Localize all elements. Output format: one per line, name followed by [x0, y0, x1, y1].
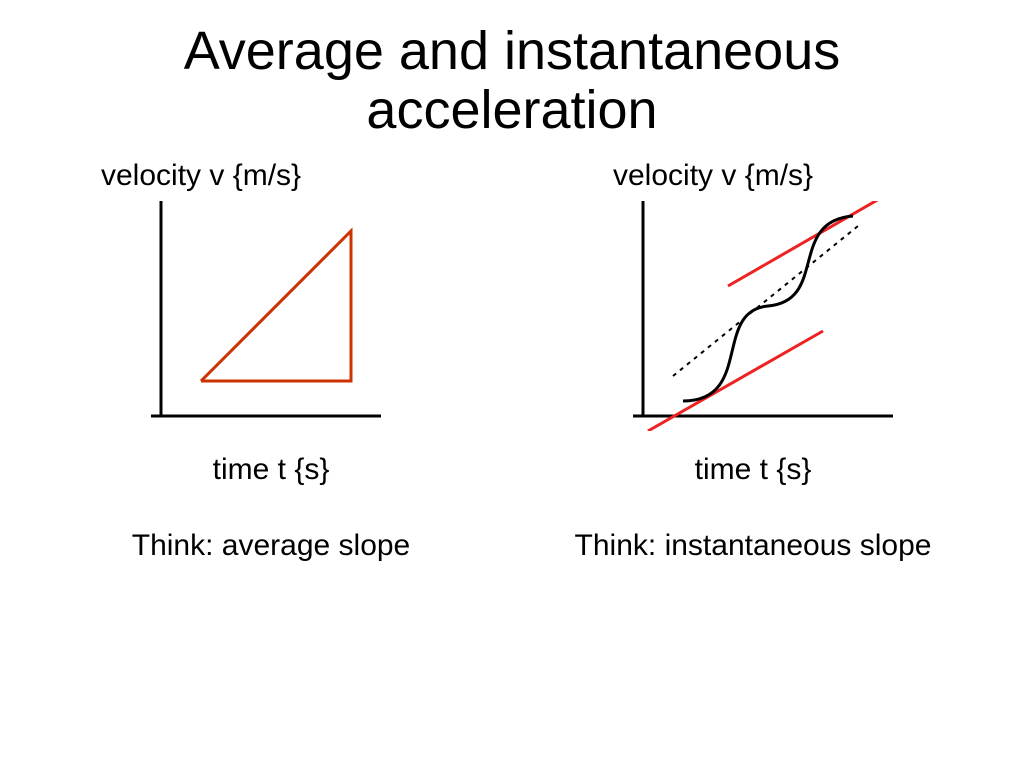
right-ylabel: velocity v {m/s} — [613, 159, 813, 193]
avg-slope-triangle — [201, 231, 351, 381]
right-panel: velocity v {m/s} time t {s} Think: insta… — [523, 159, 983, 563]
s-curve — [683, 216, 853, 401]
title-line-1: Average and instantaneous — [184, 21, 841, 81]
title-line-2: acceleration — [366, 80, 657, 140]
page-title: Average and instantaneous acceleration — [0, 0, 1024, 141]
left-chart-svg — [121, 201, 421, 431]
panels-row: velocity v {m/s} time t {s} Think: avera… — [0, 159, 1024, 563]
right-chart-svg — [603, 201, 903, 431]
left-panel: velocity v {m/s} time t {s} Think: avera… — [41, 159, 501, 563]
dotted-chord — [673, 226, 858, 376]
right-chart — [603, 201, 903, 431]
tangent-upper — [728, 201, 893, 286]
left-chart — [121, 201, 421, 431]
right-caption: Think: instantaneous slope — [575, 529, 932, 563]
left-ylabel: velocity v {m/s} — [101, 159, 301, 193]
left-xlabel: time t {s} — [213, 453, 330, 487]
left-caption: Think: average slope — [132, 529, 411, 563]
right-xlabel: time t {s} — [695, 453, 812, 487]
